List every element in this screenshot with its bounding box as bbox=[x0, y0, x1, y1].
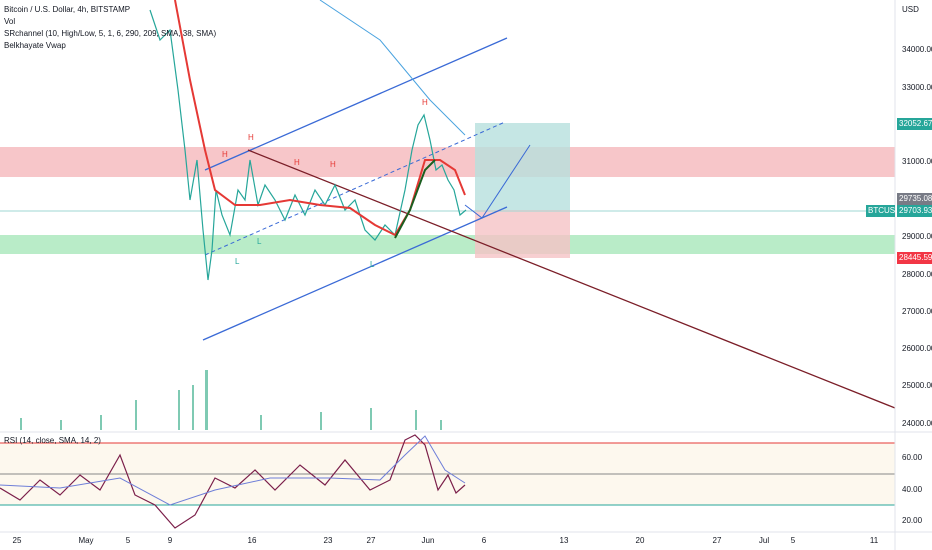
last-tag: 29703.93 bbox=[899, 206, 932, 215]
rsi-label: 60.00 bbox=[902, 453, 923, 462]
symbol-title: Bitcoin / U.S. Dollar, 4h, BITSTAMP bbox=[4, 5, 130, 14]
date-label: May bbox=[78, 536, 93, 545]
stop-tag-bg bbox=[897, 252, 932, 264]
low-marker: L bbox=[370, 260, 375, 269]
date-label: 16 bbox=[248, 536, 257, 545]
rsi-label: 20.00 bbox=[902, 516, 923, 525]
high-marker: H bbox=[248, 133, 254, 142]
channel-top bbox=[204, 37, 508, 171]
date-label: 5 bbox=[126, 536, 131, 545]
date-label: 20 bbox=[636, 536, 645, 545]
price-label: 26000.00 bbox=[902, 344, 932, 353]
resistance-zone bbox=[0, 147, 895, 177]
price-label: 27000.00 bbox=[902, 307, 932, 316]
symbol-tag-bg bbox=[866, 205, 895, 217]
date-label: Jun bbox=[422, 536, 435, 545]
date-label: 9 bbox=[168, 536, 173, 545]
previous-tag: 29735.08 bbox=[899, 194, 932, 203]
high-marker: H bbox=[294, 158, 300, 167]
vwap-line bbox=[394, 159, 436, 239]
rsi-ma bbox=[0, 435, 466, 506]
date-label: 23 bbox=[324, 536, 333, 545]
date-label: Jul bbox=[759, 536, 769, 545]
channel-bottom bbox=[202, 206, 508, 341]
srchannel-label: SRchannel (10, High/Low, 5, 1, 6, 290, 2… bbox=[4, 29, 216, 38]
volume-bars bbox=[20, 370, 442, 430]
date-label: 11 bbox=[870, 536, 879, 545]
price-path bbox=[149, 9, 467, 281]
rsi-label: 40.00 bbox=[902, 485, 923, 494]
symbol-tag: BTCUSD bbox=[868, 206, 901, 215]
price-label: 33000.00 bbox=[902, 83, 932, 92]
vwap-label: Belkhayate Vwap bbox=[4, 41, 66, 50]
stop-tag: 28445.59 bbox=[899, 253, 932, 262]
price-label: 31000.00 bbox=[902, 157, 932, 166]
high-marker: H bbox=[330, 160, 336, 169]
profit-zone bbox=[475, 123, 570, 210]
target-tag: 32052.67 bbox=[899, 119, 932, 128]
low-marker: L bbox=[235, 257, 240, 266]
projection bbox=[464, 144, 531, 219]
high-marker: H bbox=[222, 150, 228, 159]
low-marker: L bbox=[257, 237, 262, 246]
date-label: 13 bbox=[560, 536, 569, 545]
last-tag-bg bbox=[897, 205, 932, 217]
date-label: 27 bbox=[713, 536, 722, 545]
price-label: 28000.00 bbox=[902, 270, 932, 279]
vol-label: Vol bbox=[4, 17, 15, 26]
date-label: 5 bbox=[791, 536, 796, 545]
date-label: 25 bbox=[13, 536, 22, 545]
price-label: 25000.00 bbox=[902, 381, 932, 390]
date-label: 27 bbox=[367, 536, 376, 545]
srchannel-line bbox=[174, 0, 466, 237]
trend-line bbox=[247, 149, 896, 409]
price-label: 29000.00 bbox=[902, 232, 932, 241]
price-label: 24000.00 bbox=[902, 419, 932, 428]
previous-tag-bg bbox=[897, 193, 932, 205]
currency: USD bbox=[902, 5, 919, 14]
support-zone bbox=[0, 235, 895, 254]
date-label: 6 bbox=[482, 536, 487, 545]
rsi-line bbox=[0, 434, 466, 529]
loss-zone bbox=[475, 210, 570, 258]
channel-mid bbox=[204, 121, 506, 256]
target-tag-bg bbox=[897, 118, 932, 130]
high-marker: H bbox=[422, 98, 428, 107]
rsi-title: RSI (14, close, SMA, 14, 2) bbox=[4, 436, 101, 445]
ma-line bbox=[319, 0, 466, 136]
price-label: 34000.00 bbox=[902, 45, 932, 54]
